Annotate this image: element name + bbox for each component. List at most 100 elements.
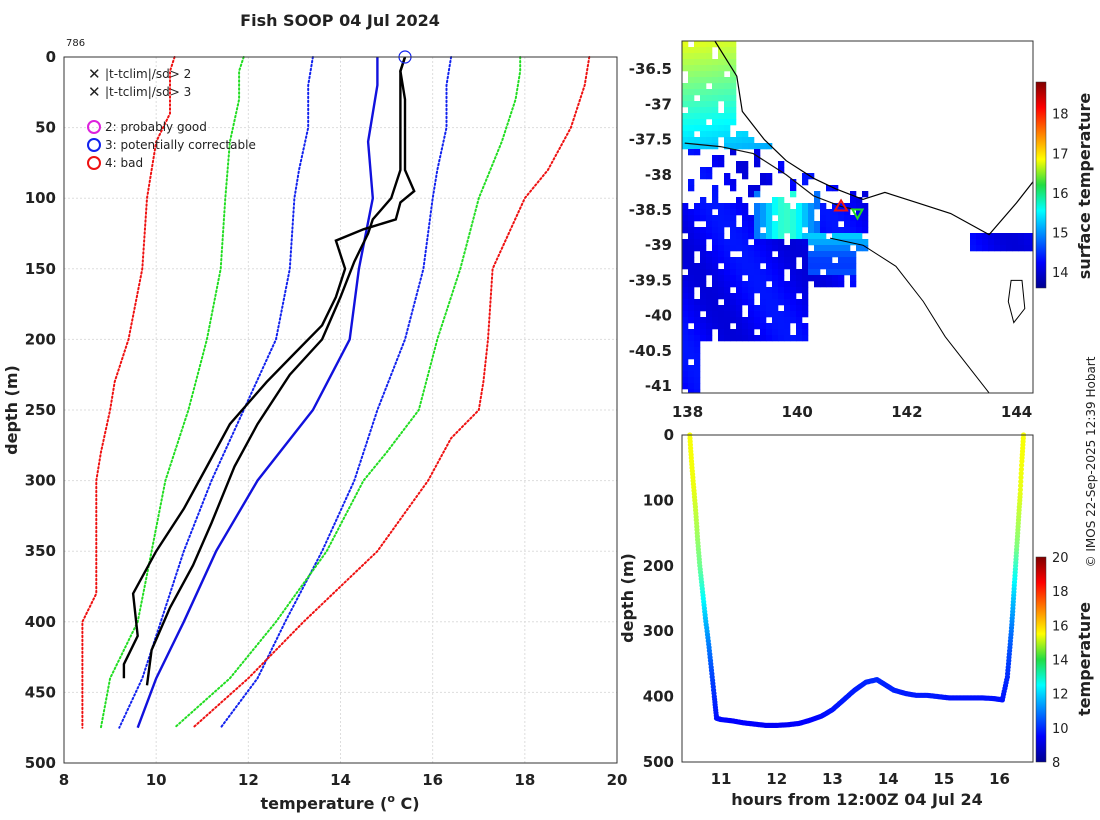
sst-cell [724,119,731,126]
sst-cell [712,221,719,228]
sst-cell [688,317,695,324]
sst-cell [724,173,731,180]
sst-cell [688,59,695,66]
sst-cell [712,203,719,210]
sst-cell [988,233,995,240]
section-colorbar-tick: 12 [1052,688,1069,703]
sst-cell [742,329,749,336]
sst-cell [772,299,779,306]
sst-cell [742,251,749,258]
sst-cell [850,191,857,198]
legend-item-bad: 4: bad [87,156,143,170]
sst-cell [700,233,707,240]
sst-cell [850,203,857,210]
sst-cell [718,215,725,222]
sst-cell [730,59,737,66]
sst-cell [856,239,863,246]
sst-cell [718,65,725,72]
sst-cell [760,251,767,258]
sst-cell [796,227,803,234]
sst-cell [700,173,707,180]
sst-cell [742,227,749,234]
sst-cell [754,239,761,246]
sst-cell [862,245,869,252]
sst-cell [742,221,749,228]
sst-cell [730,71,737,78]
map-y-tick-label: -37 [645,95,672,113]
sst-cell [742,281,749,288]
sst-cell [784,227,791,234]
sst-cell [748,275,755,282]
sst-cell [742,137,749,144]
sst-cell [772,281,779,288]
series-line [122,56,416,679]
sst-cell [778,329,785,336]
sst-cell [736,203,743,210]
sst-cell [772,257,779,264]
sst-cell [814,227,821,234]
sst-cell [766,221,773,228]
y-tick-label: 100 [25,189,56,207]
sst-cell [760,233,767,240]
sst-cell [706,137,713,144]
sst-cell [784,203,791,210]
sst-cell [742,167,749,174]
sst-cell [724,77,731,84]
sst-cell [730,293,737,300]
sst-cell [700,107,707,114]
sst-cell [718,209,725,216]
sst-cell [718,161,725,168]
sst-cell [706,113,713,120]
sst-cell [718,83,725,90]
sst-cell [730,47,737,54]
sst-cell [688,137,695,144]
sst-cell [694,275,701,282]
sst-cell [790,275,797,282]
sst-cell [694,47,701,54]
sst-cell [820,275,827,282]
profile-series [81,50,591,729]
sst-cell [844,215,851,222]
sst-cell [718,323,725,330]
sst-cell [754,275,761,282]
section-colorbar-tick: 14 [1052,654,1069,669]
sst-cell [682,359,689,366]
sst-cell [760,179,767,186]
sst-cell [706,53,713,60]
sst-cell [754,185,761,192]
sst-cell [682,371,689,378]
sst-cell [682,47,689,54]
coastline [714,41,1033,236]
chart-title: Fish SOOP 04 Jul 2024 [240,11,440,30]
section-x-tick-label: 11 [711,770,732,788]
sst-cell [712,275,719,282]
section-point [1018,470,1024,476]
sst-cell [700,239,707,246]
sst-cell [700,143,707,150]
sst-cell [706,287,713,294]
sst-cell [826,215,833,222]
sst-cell [688,65,695,72]
sst-cell [808,233,815,240]
sst-cell [694,101,701,108]
x-tick-label: 12 [238,771,259,789]
sst-cell [826,209,833,216]
sst-cell [814,263,821,270]
sst-cell [682,245,689,252]
sst-cell [730,245,737,252]
sst-cell [700,275,707,282]
sst-cell [766,275,773,282]
map-y-tick-label: -37.5 [629,131,672,149]
sst-cell [718,275,725,282]
sst-cell [760,323,767,330]
legend-x-icon: ✕ [88,83,101,101]
sst-cell [826,221,833,228]
sst-cell [700,227,707,234]
sst-cell [724,251,731,258]
sst-cell [700,251,707,258]
sst-cell [784,311,791,318]
sst-cell [712,131,719,138]
sst-cell [850,263,857,270]
sst-cell [814,221,821,228]
sst-cell [856,209,863,216]
